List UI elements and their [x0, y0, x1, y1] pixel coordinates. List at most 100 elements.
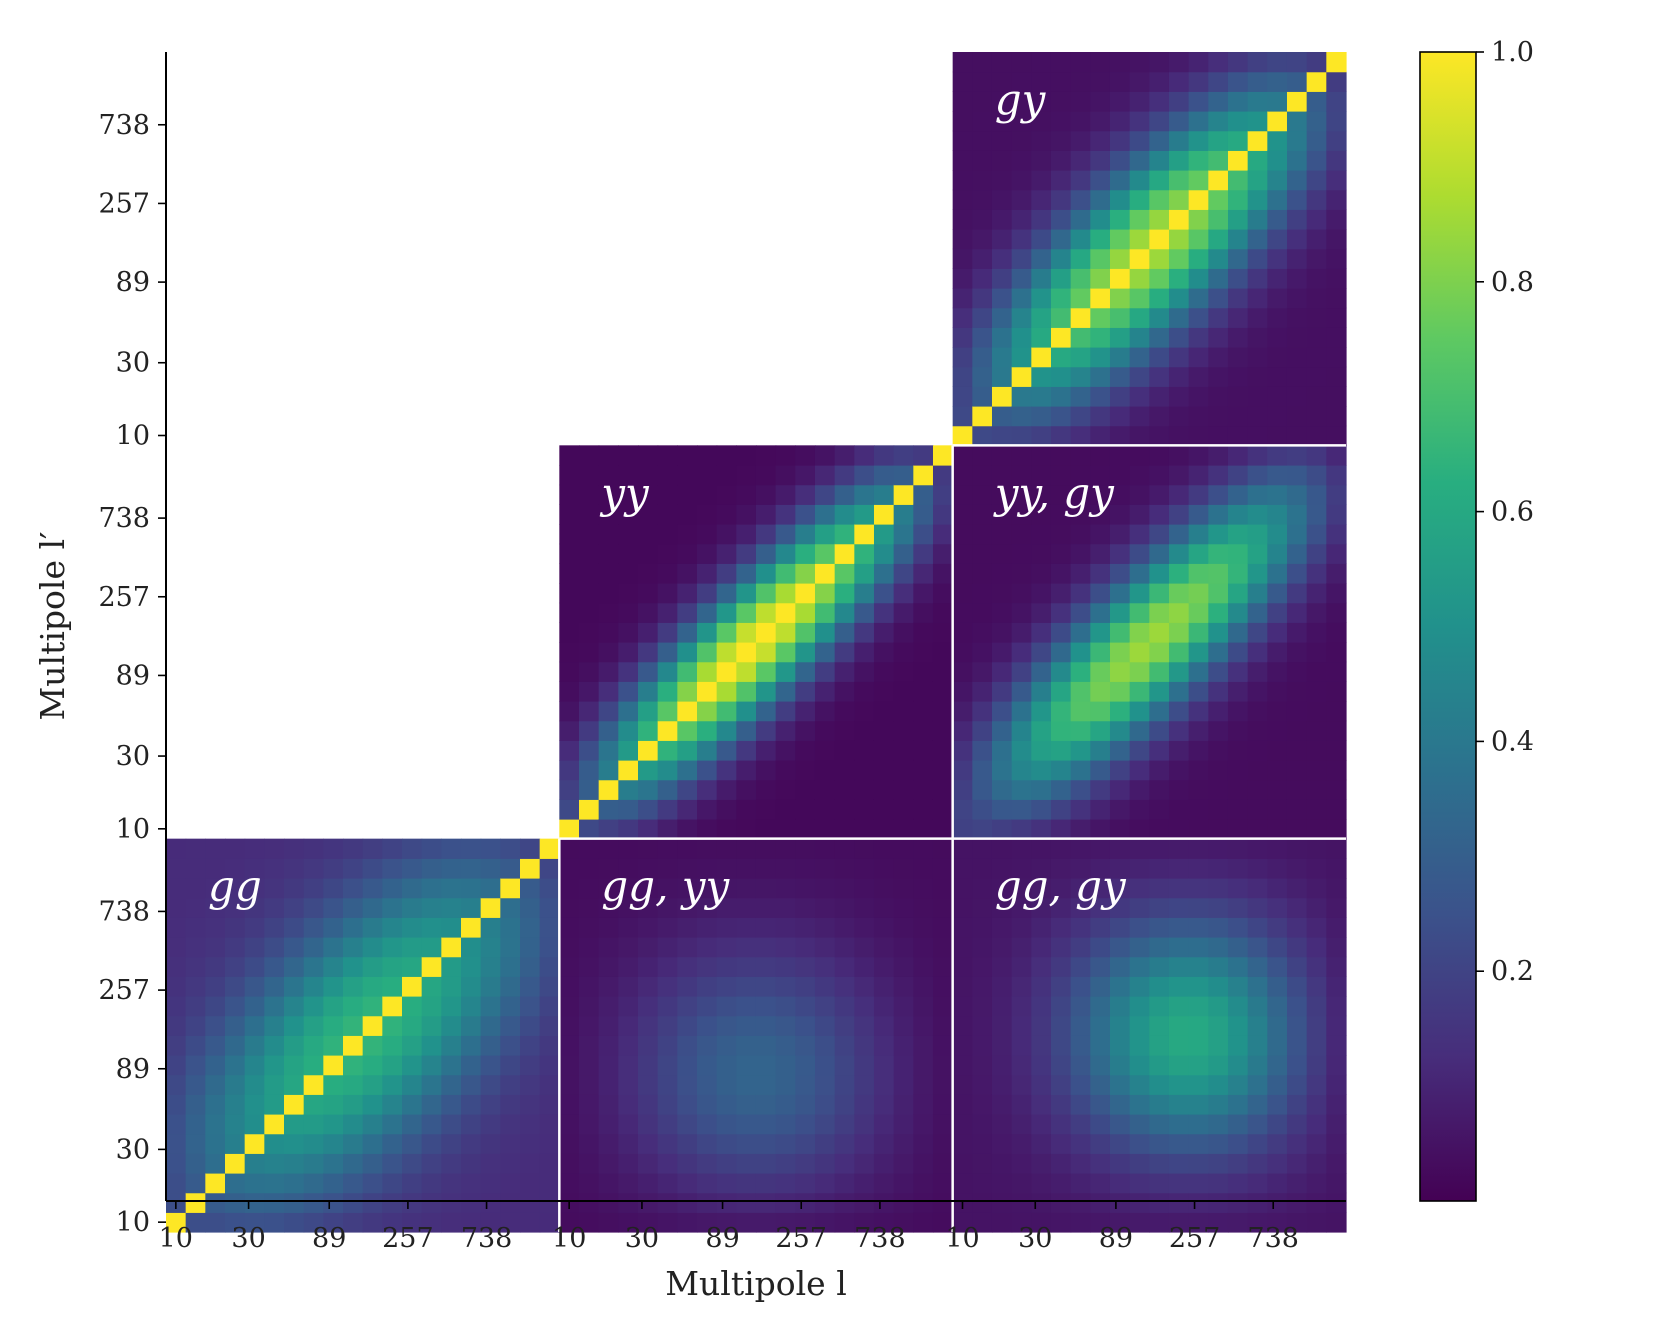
heatmap-cell — [185, 956, 206, 977]
heatmap-cell — [893, 1153, 914, 1174]
heatmap-cell — [1247, 1212, 1268, 1233]
heatmap-cell — [1129, 995, 1150, 1017]
heatmap-cell — [952, 818, 973, 840]
heatmap-cell — [1247, 563, 1268, 584]
heatmap-cell — [736, 1035, 757, 1056]
heatmap-cell — [1129, 248, 1150, 269]
heatmap-cell — [1031, 583, 1052, 604]
heatmap-cell — [1208, 111, 1229, 132]
heatmap-cell — [1149, 543, 1170, 564]
heatmap-cell — [205, 838, 226, 859]
heatmap-cell — [1149, 386, 1170, 407]
heatmap-cell — [1109, 248, 1131, 269]
heatmap-cell — [1188, 995, 1209, 1017]
heatmap-cell — [1149, 818, 1170, 840]
heatmap-cell — [1149, 956, 1170, 977]
heatmap-cell — [638, 504, 659, 525]
heatmap-cell — [579, 1054, 600, 1076]
heatmap-cell — [1267, 268, 1288, 289]
heatmap-cell — [913, 602, 934, 623]
heatmap-cell — [638, 1192, 659, 1213]
heatmap-cell — [1090, 779, 1111, 800]
heatmap-cell — [697, 838, 718, 859]
panel-label: yy, gy — [993, 468, 1115, 517]
heatmap-cell — [736, 1094, 757, 1115]
heatmap-cell — [1050, 779, 1072, 800]
heatmap-cell — [1109, 720, 1131, 741]
heatmap-cell — [1286, 1094, 1308, 1115]
heatmap-cell — [873, 858, 895, 879]
heatmap-cell — [932, 720, 954, 741]
heatmap-cell — [205, 1192, 226, 1213]
heatmap-cell — [697, 700, 718, 722]
heatmap-cell — [834, 1172, 855, 1194]
heatmap-cell — [1168, 347, 1190, 368]
heatmap-cell — [1208, 563, 1229, 584]
heatmap-cell — [1267, 1133, 1288, 1154]
heatmap-cell — [1208, 130, 1229, 151]
heatmap-cell — [1326, 189, 1347, 210]
y-tick-label: 30 — [116, 1134, 150, 1165]
heatmap-cell — [1208, 1015, 1229, 1036]
heatmap-cell — [1227, 386, 1249, 407]
heatmap-cell — [402, 976, 423, 997]
heatmap-cell — [913, 858, 934, 879]
heatmap-cell — [893, 504, 914, 525]
heatmap-cell — [520, 1054, 541, 1076]
heatmap-cell — [736, 661, 757, 682]
heatmap-cell — [952, 170, 973, 191]
heatmap-cell — [814, 779, 836, 800]
x-tick-label: 10 — [552, 1223, 586, 1254]
heatmap-cell — [991, 1074, 1013, 1095]
heatmap-cell — [362, 1015, 383, 1036]
heatmap-cell — [598, 1094, 619, 1115]
heatmap-cell — [697, 1094, 718, 1115]
heatmap-cell — [932, 1094, 954, 1115]
heatmap-cell — [972, 1074, 993, 1095]
heatmap-cell — [480, 936, 501, 958]
heatmap-cell — [264, 838, 285, 859]
heatmap-cell — [1267, 642, 1288, 663]
heatmap-cell — [1188, 1172, 1209, 1194]
heatmap-cell — [284, 917, 305, 938]
heatmap-cell — [1031, 1133, 1052, 1154]
panel-label: yy — [599, 468, 650, 517]
heatmap-cell — [1070, 52, 1091, 73]
heatmap-cell — [1031, 897, 1052, 918]
heatmap-cell — [795, 1153, 816, 1174]
heatmap-cell — [972, 799, 993, 820]
heatmap-cell — [618, 1153, 639, 1174]
heatmap-cell — [343, 1074, 364, 1095]
heatmap-cell — [1070, 1212, 1091, 1233]
heatmap-cell — [166, 1094, 187, 1115]
heatmap-cell — [1129, 288, 1150, 309]
heatmap-cell — [1306, 818, 1327, 840]
heatmap-cell — [1188, 720, 1209, 741]
heatmap-cell — [1050, 563, 1072, 584]
heatmap-cell — [480, 995, 501, 1017]
heatmap-cell — [1109, 583, 1131, 604]
heatmap-cell — [814, 543, 836, 564]
heatmap-cell — [697, 543, 718, 564]
heatmap-cell — [1247, 484, 1268, 505]
heatmap-cell — [677, 976, 698, 997]
heatmap-cell — [618, 543, 639, 564]
heatmap-cell — [559, 779, 580, 800]
heatmap-cell — [480, 1094, 501, 1115]
heatmap-cell — [913, 838, 934, 859]
heatmap-cell — [991, 858, 1013, 879]
heatmap-cell — [1129, 111, 1150, 132]
heatmap-cell — [1326, 406, 1347, 427]
heatmap-cell — [382, 1172, 403, 1194]
heatmap-cell — [1129, 956, 1150, 977]
heatmap-cell — [362, 1133, 383, 1154]
heatmap-cell — [638, 956, 659, 977]
heatmap-cell — [1050, 170, 1072, 191]
heatmap-cell — [303, 858, 324, 879]
heatmap-cell — [1070, 936, 1091, 958]
heatmap-cell — [1050, 71, 1072, 92]
heatmap-cell — [1011, 71, 1032, 92]
heatmap-cell — [1129, 1094, 1150, 1115]
heatmap-cell — [225, 1015, 246, 1036]
heatmap-cell — [1227, 425, 1249, 446]
